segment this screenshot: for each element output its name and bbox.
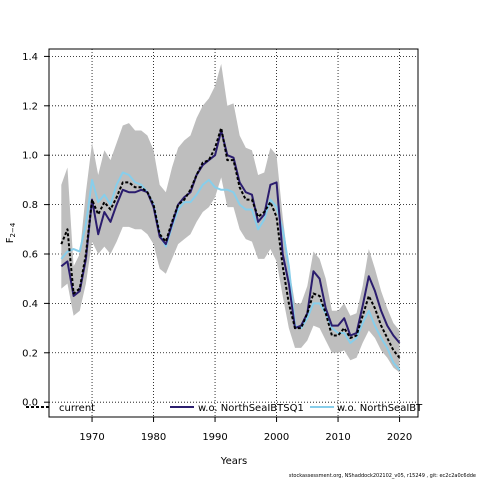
y-tick-label: 1.4	[22, 52, 38, 63]
x-tick-label: 1980	[141, 432, 166, 443]
legend-label-1: current	[59, 403, 95, 414]
confidence-band	[61, 63, 400, 373]
x-tick-label: 1970	[79, 432, 104, 443]
legend-layer: current w.o. NorthSeaIBTSQ1 w.o. NorthSeaI…	[26, 403, 423, 414]
series-line-1	[60, 127, 401, 359]
legend-label-2: w.o. NorthSeaIBTSQ1	[198, 403, 304, 414]
y-tick-label: 1.2	[22, 101, 38, 112]
y-axis-label: F2−4	[5, 222, 17, 243]
y-tick-label: 0.2	[22, 348, 38, 359]
tick-layer: 1970 1980 1990 2000 2010 2020 0.0 0.2 0.4 0.6 0.8 1…	[22, 52, 412, 443]
x-axis-label: Years	[220, 456, 247, 467]
plot-frame	[48, 48, 419, 418]
y-tick-label: 0.0	[22, 398, 38, 409]
series-layer	[60, 127, 401, 371]
y-tick-label: 0.8	[22, 200, 38, 211]
y-tick-label: 1.0	[22, 151, 38, 162]
series-line-2	[60, 129, 401, 344]
x-tick-label: 2020	[387, 432, 412, 443]
band-layer	[61, 63, 400, 373]
legend-label-3: w.o. NorthSeaIBT	[337, 403, 423, 414]
x-tick-label: 2010	[325, 432, 350, 443]
footer-credit: stockassessment.org, NShaddock202102_v05…	[288, 473, 476, 479]
y-axis-label-subscript: 2−4	[9, 222, 17, 237]
series-line-3	[60, 171, 401, 371]
y-tick-label: 0.6	[22, 249, 38, 260]
x-tick-label: 2000	[264, 432, 289, 443]
y-axis-label-main: F	[5, 237, 16, 243]
y-tick-label: 0.4	[22, 299, 38, 310]
x-tick-label: 1990	[202, 432, 227, 443]
